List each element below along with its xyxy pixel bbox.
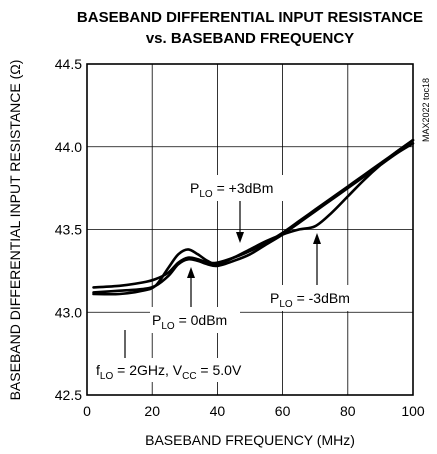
x-tick-label: 60 [275,403,291,419]
label-sub: LO [199,189,213,200]
condition-label: fLO = 2GHz, VCC = 5.0V [96,362,242,382]
cond-sub: LO [100,371,114,382]
y-tick-label: 43.5 [55,222,82,238]
arrow-0-head [187,267,195,278]
label-suffix: = +3dBm [213,180,274,196]
x-tick-label: 80 [340,403,356,419]
label-backdrop-0 [150,307,240,333]
x-axis-label: BASEBAND FREQUENCY (MHz) [145,432,355,448]
label-suffix: = -3dBm [293,290,350,306]
series-line-0 [92,138,415,289]
arrow-minus3-head [313,233,321,244]
series-line-2 [92,138,415,296]
series-label-minus3: PLO = -3dBm [270,290,350,310]
series-label-plus3: PLO = +3dBm [190,180,273,200]
chart-subtitle: vs. BASEBAND FREQUENCY [146,30,354,47]
cond-sub2: CC [182,371,196,382]
x-tick-label: 100 [401,403,425,419]
chart-title: BASEBAND DIFFERENTIAL INPUT RESISTANCE [77,9,423,26]
cond-rest: = 2GHz, V [113,362,183,378]
arrow-plus3-head [236,232,244,243]
series-line-1 [92,142,415,294]
series-group [92,138,415,296]
label-prefix: P [190,180,199,196]
cond-end: = 5.0V [197,362,242,378]
label-sub: LO [161,321,175,332]
series-label-0: PLO = 0dBm [152,312,227,332]
label-prefix: P [270,290,279,306]
x-tick-label: 40 [210,403,226,419]
y-tick-label: 44.0 [55,139,82,155]
label-prefix: P [152,312,161,328]
label-suffix: = 0dBm [175,312,228,328]
y-tick-labels: 42.5 43.0 43.5 44.0 44.5 [55,56,82,403]
x-tick-labels: 0 20 40 60 80 100 [83,403,425,419]
x-tick-label: 20 [144,403,160,419]
figure-id: MAX2022 toc18 [421,78,431,142]
x-tick-label: 0 [83,403,91,419]
cond-f: f [96,362,100,378]
y-tick-label: 44.5 [55,56,82,72]
label-backdrop-minus3 [268,285,360,311]
label-sub: LO [279,299,293,310]
y-tick-label: 42.5 [55,387,82,403]
condition-backdrop [94,358,264,382]
y-tick-label: 43.0 [55,304,82,320]
plot-frame [86,63,414,396]
y-axis-label: BASEBAND DIFFERENTIAL INPUT RESISTANCE (… [7,60,23,401]
grid [87,64,413,395]
label-backdrop-plus3 [186,175,294,201]
annotation-arrows [124,201,321,358]
